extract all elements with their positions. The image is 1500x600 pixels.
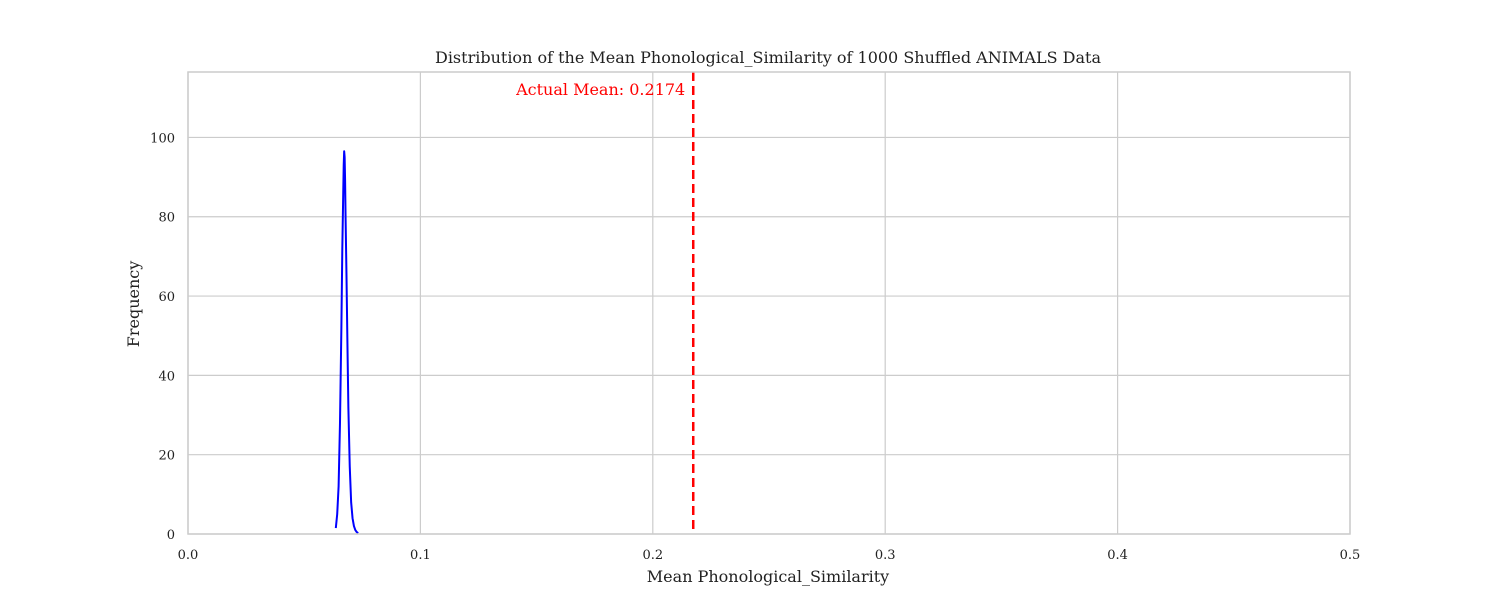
x-axis-title: Mean Phonological_Similarity bbox=[647, 567, 889, 586]
x-tick-labels: 0.0 0.1 0.2 0.3 0.4 0.5 bbox=[178, 548, 1361, 563]
x-tick-label: 0.0 bbox=[178, 548, 199, 563]
y-axis-title: Frequency bbox=[124, 261, 143, 348]
actual-mean-label: Actual Mean: 0.2174 bbox=[515, 80, 685, 99]
x-tick-label: 0.1 bbox=[410, 548, 431, 563]
x-tick-label: 0.3 bbox=[875, 548, 896, 563]
kde-curve bbox=[334, 150, 359, 534]
y-tick-label: 60 bbox=[158, 290, 175, 305]
y-tick-label: 100 bbox=[150, 131, 175, 146]
y-tick-labels: 0 20 40 60 80 100 bbox=[150, 131, 175, 543]
y-tick-label: 0 bbox=[167, 528, 175, 543]
x-tick-label: 0.4 bbox=[1107, 548, 1128, 563]
series-layer bbox=[334, 150, 359, 534]
x-tick-label: 0.5 bbox=[1340, 548, 1361, 563]
y-tick-label: 20 bbox=[158, 449, 175, 464]
grid-layer bbox=[187, 72, 1351, 535]
y-tick-label: 40 bbox=[158, 369, 175, 384]
plot-frame bbox=[187, 71, 1351, 535]
chart-title: Distribution of the Mean Phonological_Si… bbox=[435, 48, 1101, 67]
x-tick-label: 0.2 bbox=[642, 548, 663, 563]
y-tick-label: 80 bbox=[158, 211, 175, 226]
